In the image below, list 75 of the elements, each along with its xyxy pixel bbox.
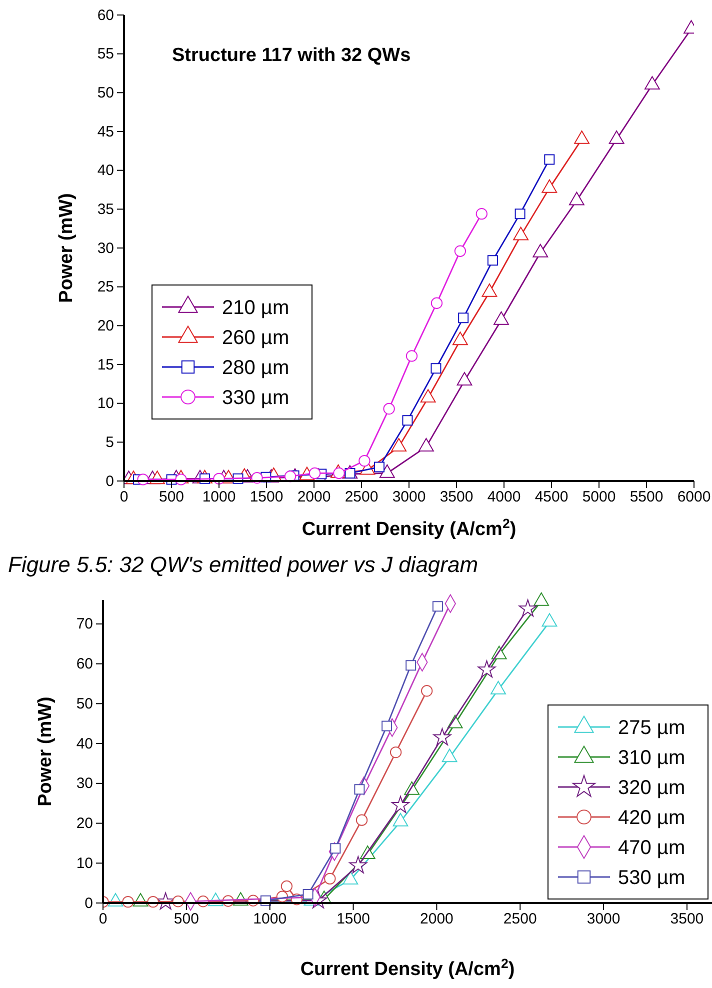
x-tick-label: 3500 (440, 488, 474, 506)
point (280, 880, 293, 892)
legend-label: 420 µm (618, 807, 686, 829)
caption: Figure 5.5: 32 QW's emitted power vs J diagram (8, 552, 478, 577)
y-tick-label: 70 (76, 616, 93, 633)
point (302, 888, 314, 900)
point (349, 856, 368, 874)
y-tick-label: 15 (97, 356, 114, 374)
x-axis-title: Current Density (A/cm$^{2}$) (302, 516, 516, 540)
y-tick-label: 5 (106, 434, 114, 451)
x-tick-label: 1500 (336, 910, 370, 928)
y-tick-label: 30 (76, 775, 93, 792)
legend-label: 330 µm (222, 387, 290, 409)
x-tick-label: 4500 (534, 488, 568, 506)
point (478, 660, 496, 678)
legend-label: 530 µm (618, 867, 686, 889)
y-tick-label: 50 (97, 84, 114, 102)
legend-label: 275 µm (618, 717, 686, 739)
y-tick-label: 40 (76, 735, 93, 752)
legend-label: 210 µm (222, 297, 290, 319)
point (324, 872, 336, 885)
y-tick-label: 45 (97, 123, 114, 140)
y-tick-label: 50 (76, 695, 93, 712)
x-tick-label: 1000 (253, 910, 287, 928)
legend-label: 310 µm (618, 747, 686, 769)
point (518, 599, 537, 617)
x-tick-label: 1000 (202, 488, 236, 506)
x-tick-label: 4000 (487, 488, 521, 506)
x-axis-title: Current Density (A/cm$^{2}$) (300, 956, 515, 980)
x-tick-label: 2000 (420, 910, 454, 928)
y-tick-label: 55 (97, 46, 114, 63)
point (391, 796, 410, 814)
x-tick-label: 3000 (392, 488, 426, 506)
y-tick-label: 20 (97, 317, 114, 334)
x-tick-label: 500 (174, 910, 199, 928)
y-tick-label: 10 (76, 854, 93, 872)
point (406, 660, 416, 671)
y-tick-label: 25 (97, 278, 114, 296)
point (421, 685, 433, 697)
y-tick-label: 35 (97, 200, 114, 218)
point (390, 746, 402, 758)
legend-label: 260 µm (222, 327, 290, 349)
legend-label: 470 µm (618, 837, 686, 859)
y-tick-label: 0 (106, 472, 114, 490)
x-tick-label: 5000 (582, 488, 616, 506)
x-tick-label: 500 (158, 488, 184, 506)
y-tick-label: 20 (76, 815, 93, 832)
point (433, 728, 452, 746)
x-tick-label: 5500 (630, 488, 664, 506)
point (432, 601, 443, 612)
y-tick-label: 60 (76, 656, 93, 673)
x-tick-label: 3000 (586, 910, 620, 928)
point (354, 784, 365, 795)
x-tick-label: 3500 (670, 910, 704, 928)
x-tick-label: 2000 (297, 488, 331, 506)
y-tick-label: 60 (97, 6, 114, 24)
point (534, 592, 550, 606)
y-tick-label: 0 (84, 894, 93, 912)
text: Structure 117 with 32 QWs (172, 45, 411, 66)
x-tick-label: 1500 (250, 488, 284, 506)
legend-label: 280 µm (222, 357, 290, 379)
legend-label: 320 µm (618, 777, 686, 799)
point (382, 720, 392, 732)
y-axis-title: Power (mW) (35, 696, 56, 806)
point (330, 843, 341, 854)
x-tick-label: 2500 (503, 910, 537, 928)
y-axis-title: Power (mW) (56, 193, 77, 303)
point (356, 814, 368, 826)
y-tick-label: 30 (97, 240, 114, 257)
x-tick-label: 6000 (677, 488, 711, 506)
x-tick-label: 0 (120, 488, 128, 506)
y-tick-label: 40 (97, 162, 114, 180)
y-tick-label: 10 (97, 395, 114, 412)
x-tick-label: 2500 (344, 488, 378, 506)
point (542, 613, 558, 627)
